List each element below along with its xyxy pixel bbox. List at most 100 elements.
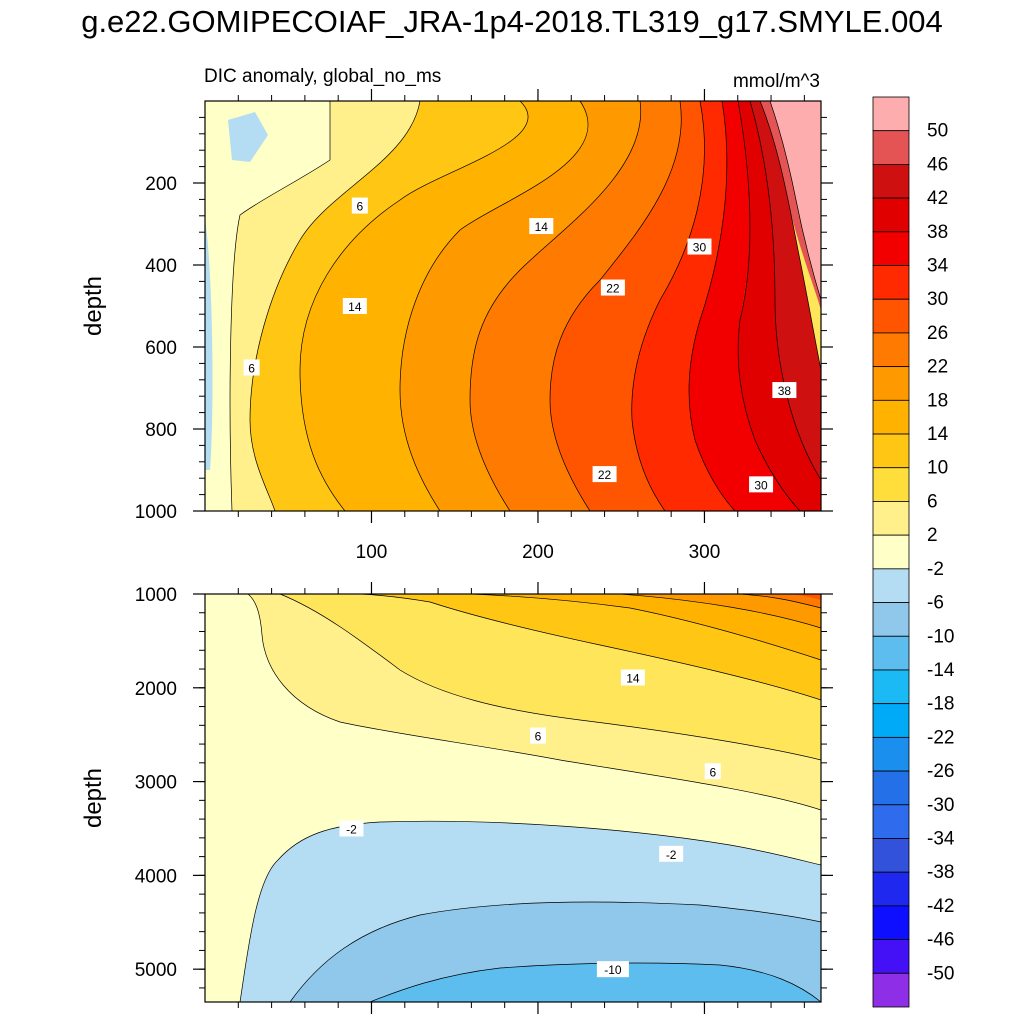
colorbar-swatch — [872, 501, 910, 536]
svg-text:14: 14 — [535, 220, 549, 234]
colorbar-swatch — [872, 770, 910, 806]
y-tick-label: 4000 — [135, 866, 177, 887]
colorbar-swatch — [872, 804, 910, 839]
colorbar-label: 42 — [927, 188, 948, 209]
svg-text:14: 14 — [348, 300, 362, 314]
colorbar-label: -22 — [927, 727, 954, 748]
contour-label: 30 — [749, 476, 774, 493]
colorbar-swatch — [872, 399, 910, 435]
colorbar: 50 46 42 38 34 30 26 22 18 14 10 6 2 -2 -6 -10 -14 -18 -22… — [872, 96, 955, 1008]
svg-text:30: 30 — [754, 478, 768, 492]
contour-label: 6 — [704, 763, 721, 780]
colorbar-label: 46 — [927, 154, 948, 175]
colorbar-label: -14 — [927, 660, 955, 681]
colorbar-swatch — [872, 905, 910, 940]
svg-text:6: 6 — [356, 200, 363, 214]
colorbar-swatch — [872, 96, 910, 132]
colorbar-swatch — [872, 130, 910, 165]
variable-label: DIC anomaly, global_no_ms — [204, 66, 441, 87]
contour-label: 14 — [620, 669, 645, 686]
colorbar-label: 10 — [927, 458, 948, 479]
upper-contour-lines — [229, 100, 822, 512]
svg-text:-2: -2 — [346, 822, 357, 836]
svg-text:6: 6 — [709, 765, 716, 779]
contour-label: 22 — [592, 466, 617, 483]
colorbar-swatch — [872, 635, 910, 671]
colorbar-label: -50 — [927, 963, 954, 984]
colorbar-swatch — [872, 433, 910, 469]
colorbar-label: -2 — [927, 559, 944, 580]
y-tick-label: 200 — [145, 174, 177, 195]
contour-label: 38 — [772, 382, 797, 399]
y-tick-label: 400 — [145, 256, 177, 277]
contour-label: -2 — [339, 820, 364, 837]
contour-label: 6 — [351, 197, 368, 214]
contour-label: 22 — [600, 279, 625, 296]
upper-panel-frame — [204, 100, 822, 512]
colorbar-label: 34 — [927, 256, 949, 277]
colorbar-swatch — [872, 871, 910, 907]
svg-text:-2: -2 — [666, 848, 677, 862]
svg-text:22: 22 — [598, 468, 612, 482]
lower-panel-field — [205, 594, 821, 1002]
svg-text:14: 14 — [626, 671, 640, 685]
colorbar-swatch — [872, 703, 910, 738]
colorbar-swatch — [872, 298, 910, 334]
y-tick-label: 2000 — [135, 679, 177, 700]
y-tick-label: 1000 — [135, 502, 177, 523]
upper-panel-field — [205, 101, 821, 511]
y-tick-label: 5000 — [135, 960, 177, 981]
lower-contour-lines — [239, 593, 822, 1003]
x-tick-label: 100 — [356, 542, 388, 563]
colorbar-swatch — [872, 197, 910, 233]
colorbar-label: -46 — [927, 930, 954, 951]
colorbar-label: 22 — [927, 357, 948, 378]
colorbar-swatch — [872, 736, 910, 772]
colorbar-swatch — [872, 366, 910, 401]
x-tick-label: 300 — [689, 542, 721, 563]
colorbar-label: 14 — [927, 424, 949, 445]
colorbar-label: 26 — [927, 323, 948, 344]
svg-text:30: 30 — [693, 241, 707, 255]
colorbar-label: 30 — [927, 289, 948, 310]
colorbar-label: 6 — [927, 491, 938, 512]
colorbar-swatch — [872, 972, 910, 1008]
colorbar-swatch — [872, 332, 910, 368]
chart-title: g.e22.GOMIPECOIAF_JRA-1p4-2018.TL319_g17… — [81, 4, 943, 39]
y-tick-label: 600 — [145, 338, 177, 359]
colorbar-label: -30 — [927, 795, 954, 816]
colorbar-label: -6 — [927, 593, 944, 614]
colorbar-label: -42 — [927, 896, 954, 917]
svg-text:22: 22 — [606, 282, 620, 296]
colorbar-swatch — [872, 231, 910, 266]
colorbar-swatch — [872, 838, 910, 873]
contour-label: -10 — [596, 961, 629, 978]
colorbar-swatch — [872, 164, 910, 199]
lower-y-axis-title: depth — [80, 768, 107, 828]
colorbar-label: -18 — [927, 694, 954, 715]
colorbar-swatch — [872, 534, 910, 570]
contour-label: 6 — [529, 727, 546, 744]
svg-text:38: 38 — [778, 384, 792, 398]
colorbar-label: 38 — [927, 222, 948, 243]
contour-label: 6 — [243, 359, 260, 376]
colorbar-label: 18 — [927, 390, 948, 411]
colorbar-swatch — [872, 939, 910, 974]
colorbar-swatch — [872, 568, 910, 603]
upper-y-axis-title: depth — [80, 276, 107, 336]
y-tick-label: 3000 — [135, 773, 177, 794]
contour-label: 30 — [687, 238, 712, 255]
colorbar-swatch — [872, 602, 910, 637]
y-tick-label: 1000 — [135, 585, 177, 606]
colorbar-label: 2 — [927, 525, 938, 546]
svg-text:-10: -10 — [604, 963, 622, 977]
svg-text:6: 6 — [248, 362, 255, 376]
colorbar-label: -38 — [927, 862, 954, 883]
colorbar-swatch — [872, 467, 910, 502]
colorbar-swatch — [872, 265, 910, 300]
x-tick-label: 200 — [522, 542, 554, 563]
svg-text:6: 6 — [535, 730, 542, 744]
colorbar-label: -34 — [927, 828, 955, 849]
contour-label: 14 — [529, 218, 554, 235]
